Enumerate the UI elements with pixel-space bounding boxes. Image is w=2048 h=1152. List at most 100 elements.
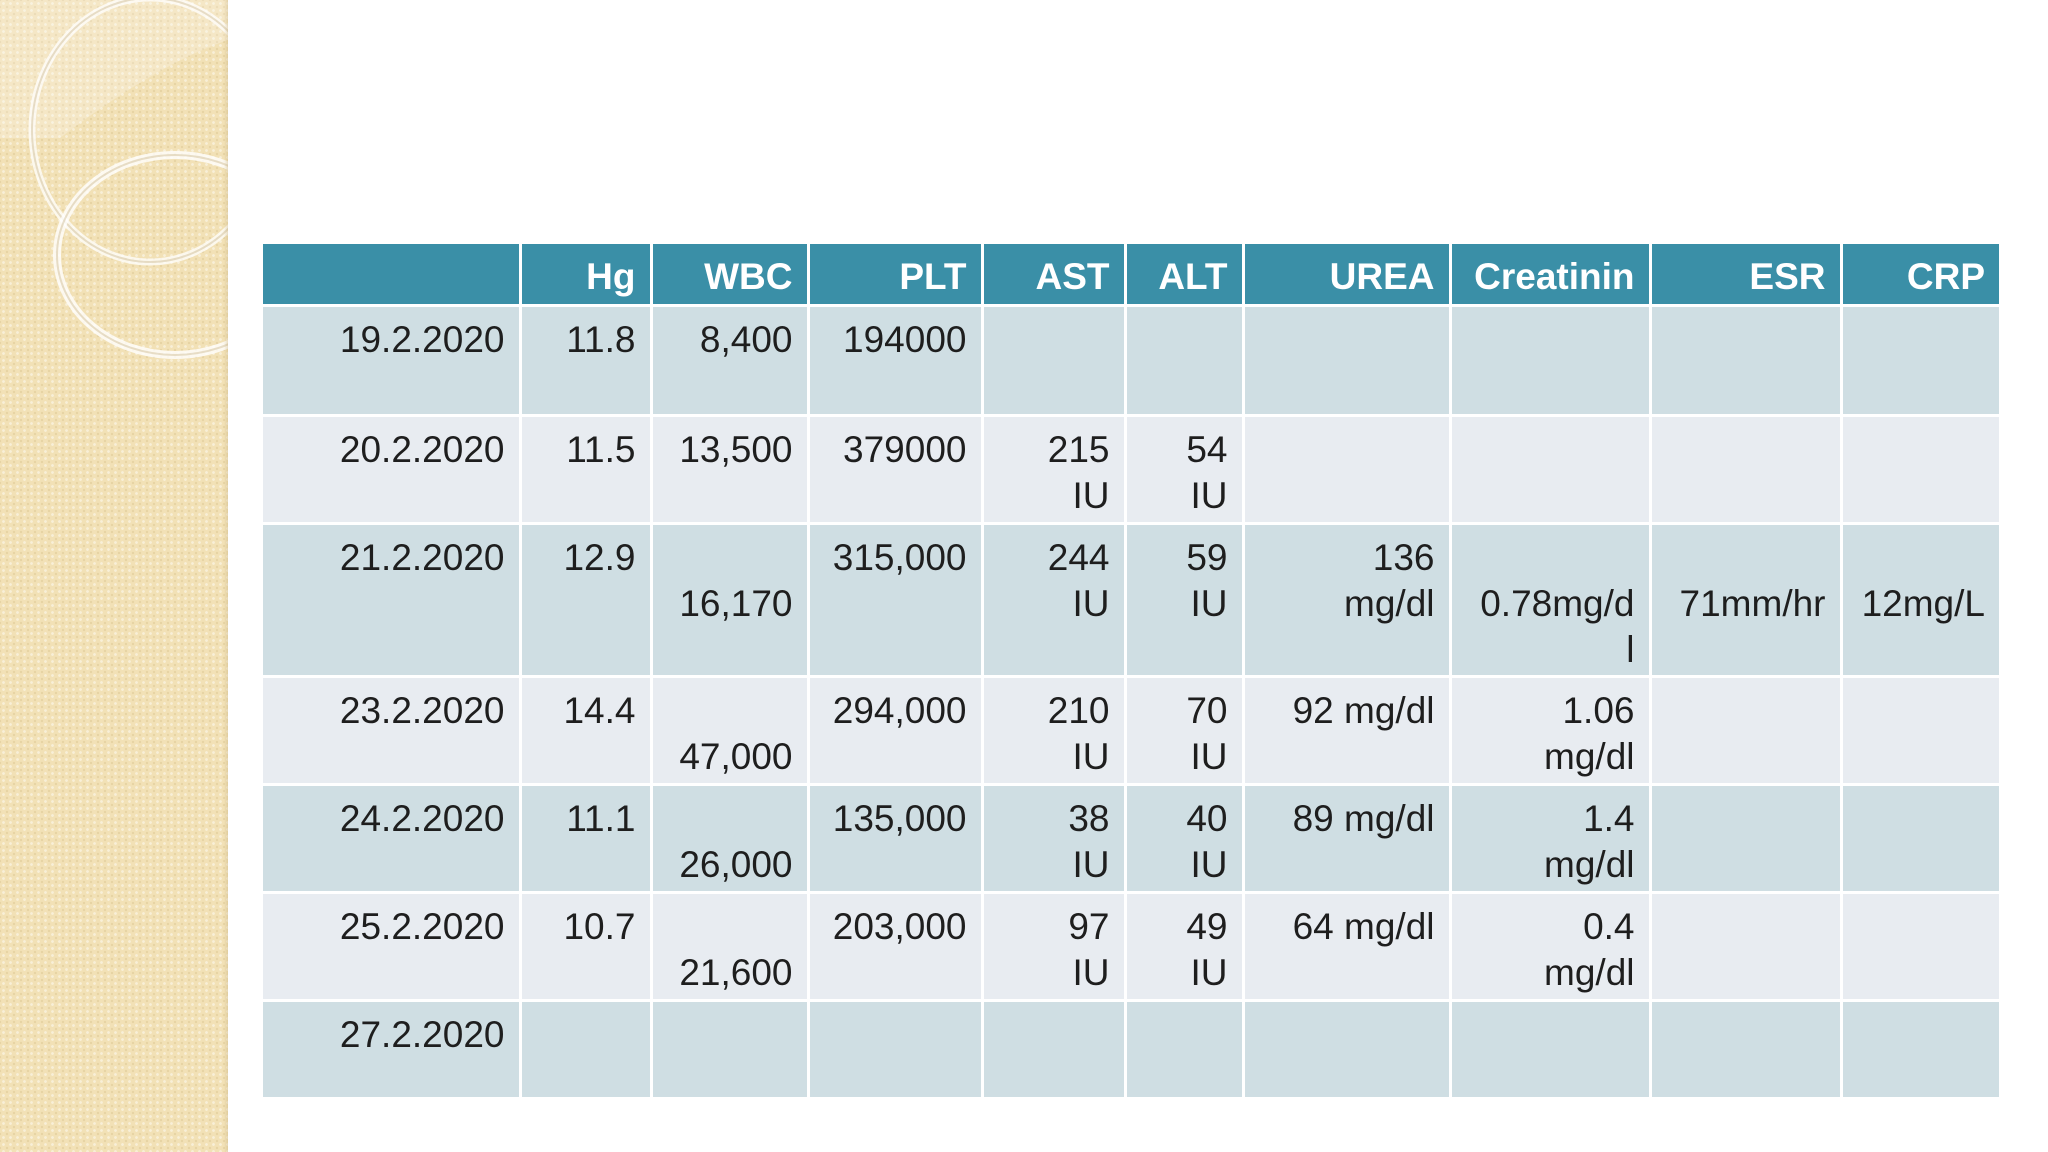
cell-value: 49 IU (1186, 906, 1228, 993)
cell-alt (1125, 305, 1245, 417)
cell-value: 64 mg/dl (1292, 906, 1435, 947)
cell-creatinin (1450, 305, 1652, 417)
cell-date: 24.2.2020 (263, 784, 522, 894)
cell-ast (982, 1000, 1127, 1100)
cell-wbc: 21,600 (651, 892, 810, 1002)
cell-date: 20.2.2020 (263, 415, 522, 525)
cell-value: 0.4 mg/dl (1544, 906, 1635, 993)
cell-value: 24.2.2020 (339, 798, 505, 839)
cell-crp (1841, 892, 1999, 1002)
cell-ast: 210 IU (982, 676, 1127, 786)
cell-value: 0.78mg/d l (1480, 583, 1635, 670)
cell-esr (1650, 892, 1843, 1002)
cell-value: 8,400 (699, 319, 793, 360)
cell-date: 25.2.2020 (263, 892, 522, 1002)
table-row: 25.2.2020 10.7 21,600 203,000 97 IU 49 I… (263, 892, 1999, 1002)
cell-crp (1841, 784, 1999, 894)
cell-hg (520, 1000, 653, 1100)
cell-plt (808, 1000, 984, 1100)
cell-wbc: 26,000 (651, 784, 810, 894)
cell-value: 19.2.2020 (339, 319, 505, 360)
cell-value: 59 IU (1186, 537, 1228, 624)
cell-value: 315,000 (832, 537, 967, 578)
cell-urea: 64 mg/dl (1243, 892, 1452, 1002)
decorative-side-panel (0, 0, 228, 1152)
cell-ast: 244 IU (982, 523, 1127, 678)
cell-alt (1125, 1000, 1245, 1100)
lab-results-table: Hg WBC PLT AST ALT UREA Creatinin ESR CR… (263, 244, 1999, 1100)
cell-creatinin (1450, 1000, 1652, 1100)
header-wbc: WBC (651, 244, 810, 307)
cell-date: 19.2.2020 (263, 305, 522, 417)
cell-value: 20.2.2020 (339, 429, 505, 470)
cell-esr (1650, 784, 1843, 894)
cell-ast: 215 IU (982, 415, 1127, 525)
cell-wbc: 16,170 (651, 523, 810, 678)
cell-value: 1.4 mg/dl (1544, 798, 1635, 885)
cell-plt: 315,000 (808, 523, 984, 678)
cell-plt: 379000 (808, 415, 984, 525)
header-ast: AST (982, 244, 1127, 307)
cell-esr: 71mm/hr (1650, 523, 1843, 678)
cell-value: 54 IU (1186, 429, 1228, 516)
header-hg: Hg (520, 244, 653, 307)
cell-hg: 11.8 (520, 305, 653, 417)
cell-value: 136 mg/dl (1344, 537, 1435, 624)
table-row: 21.2.2020 12.9 16,170 315,000 244 IU 59 … (263, 523, 1999, 678)
table-row: 24.2.2020 11.1 26,000 135,000 38 IU 40 I… (263, 784, 1999, 894)
cell-value: 14.4 (563, 690, 636, 731)
table-row: 20.2.2020 11.5 13,500 379000 215 IU 54 I… (263, 415, 1999, 525)
cell-plt: 294,000 (808, 676, 984, 786)
cell-creatinin: 0.78mg/d l (1450, 523, 1652, 678)
cell-date: 27.2.2020 (263, 1000, 522, 1100)
header-date (263, 244, 522, 307)
cell-creatinin: 1.06 mg/dl (1450, 676, 1652, 786)
cell-hg: 11.5 (520, 415, 653, 525)
cell-hg: 11.1 (520, 784, 653, 894)
cell-ast: 97 IU (982, 892, 1127, 1002)
cell-urea (1243, 415, 1452, 525)
cell-esr (1650, 415, 1843, 525)
cell-value: 379000 (843, 429, 967, 470)
decorative-rings-graphic (0, 0, 228, 359)
cell-value: 135,000 (832, 798, 967, 839)
cell-date: 21.2.2020 (263, 523, 522, 678)
cell-urea (1243, 305, 1452, 417)
cell-plt: 194000 (808, 305, 984, 417)
cell-value: 11.8 (566, 319, 636, 360)
cell-value: 40 IU (1186, 798, 1228, 885)
table-row: 27.2.2020 (263, 1000, 1999, 1100)
cell-crp (1841, 1000, 1999, 1100)
cell-value: 1.06 mg/dl (1544, 690, 1635, 777)
cell-value: 12.9 (563, 537, 636, 578)
cell-value: 13,500 (679, 429, 793, 470)
cell-esr (1650, 676, 1843, 786)
cell-value: 97 IU (1068, 906, 1110, 993)
cell-alt: 54 IU (1125, 415, 1245, 525)
cell-value: 11.5 (566, 429, 636, 470)
cell-value: 71mm/hr (1679, 583, 1826, 624)
cell-value: 47,000 (679, 736, 793, 777)
cell-wbc: 47,000 (651, 676, 810, 786)
table-header-row: Hg WBC PLT AST ALT UREA Creatinin ESR CR… (263, 244, 1999, 307)
cell-alt: 59 IU (1125, 523, 1245, 678)
cell-value: 23.2.2020 (339, 690, 505, 731)
cell-value: 294,000 (832, 690, 967, 731)
cell-value: 27.2.2020 (339, 1014, 505, 1055)
cell-value: 16,170 (679, 583, 793, 624)
header-esr: ESR (1650, 244, 1843, 307)
cell-urea: 92 mg/dl (1243, 676, 1452, 786)
cell-value: 210 IU (1047, 690, 1110, 777)
cell-ast: 38 IU (982, 784, 1127, 894)
cell-wbc: 8,400 (651, 305, 810, 417)
cell-value: 25.2.2020 (339, 906, 505, 947)
header-creatinin: Creatinin (1450, 244, 1652, 307)
cell-wbc (651, 1000, 810, 1100)
cell-urea (1243, 1000, 1452, 1100)
cell-creatinin (1450, 415, 1652, 525)
cell-crp (1841, 305, 1999, 417)
cell-crp (1841, 676, 1999, 786)
cell-date: 23.2.2020 (263, 676, 522, 786)
table-row: 23.2.2020 14.4 47,000 294,000 210 IU 70 … (263, 676, 1999, 786)
cell-creatinin: 0.4 mg/dl (1450, 892, 1652, 1002)
